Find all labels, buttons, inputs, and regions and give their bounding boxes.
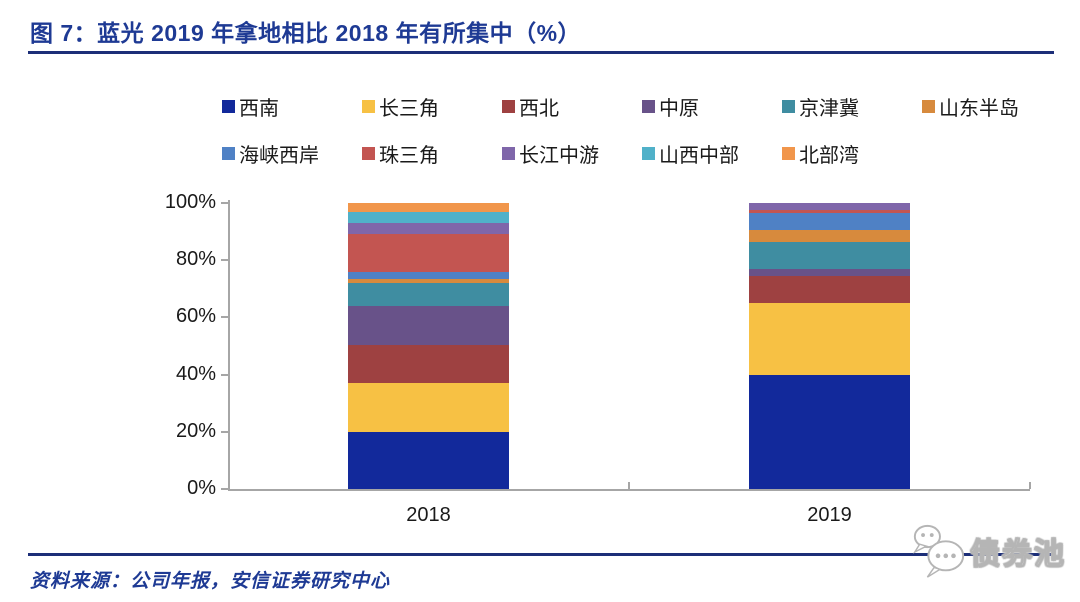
legend-row-2: 海峡西岸 珠三角 长江中游 山西中部 北部湾 [222,139,1052,168]
legend-swatch-icon [502,147,515,160]
legend-item: 西北 [502,92,642,121]
bar-segment [348,211,509,224]
legend-label: 长江中游 [519,145,599,167]
legend-label: 北部湾 [799,145,859,167]
legend-swatch-icon [222,100,235,113]
legend-swatch-icon [642,100,655,113]
bar-segment [348,344,509,384]
y-axis-tick-label: 80% [175,248,216,271]
legend-item: 中原 [642,92,782,121]
y-axis-tick [221,202,228,204]
bar-segment [348,271,509,279]
legend-label: 西南 [239,98,279,120]
bar-segment [749,210,910,213]
legend-swatch-icon [642,147,655,160]
legend-swatch-icon [782,100,795,113]
legend-item: 海峡西岸 [222,139,362,168]
y-axis-tick-label: 20% [175,419,216,442]
legend-swatch-icon [362,147,375,160]
wechat-chat-bubbles-icon [912,524,965,578]
legend-label: 西北 [519,98,559,120]
footer-divider-line [28,553,1054,556]
bar-segment [348,223,509,235]
y-axis-tick [221,430,228,433]
legend-item: 长三角 [362,92,502,121]
figure-title: 图 7：蓝光 2019 年拿地相比 2018 年有所集中（%） [30,20,582,46]
bar-segment [749,374,910,489]
y-axis-tick [221,373,228,376]
bar-segment [348,383,509,432]
bar-segment [749,303,910,375]
legend-label: 珠三角 [379,145,439,167]
y-axis-tick-label: 60% [175,305,216,328]
y-axis-tick [221,259,228,262]
legend-item: 西南 [222,92,362,121]
y-axis-tick-label: 40% [175,362,216,385]
y-axis-line [228,200,230,489]
y-axis-tick [221,488,228,490]
legend-label: 海峡西岸 [239,145,319,167]
bar-segment [749,230,910,242]
y-axis-tick [221,316,228,319]
bar-segment [348,305,509,345]
legend-swatch-icon [502,100,515,113]
y-axis-tick-label: 0% [187,477,216,499]
y-axis-tick-label: 100% [164,191,216,213]
legend-swatch-icon [922,100,935,113]
x-axis-tick [628,482,630,489]
legend-item: 山西中部 [642,139,782,168]
x-axis-category-label: 2018 [406,504,451,526]
watermark-label: 债券池 [969,537,1066,571]
legend-item: 北部湾 [782,139,922,168]
bar-segment [348,234,509,272]
bar-segment [348,283,509,306]
bar-segment [348,431,509,489]
bar-segment [348,203,509,212]
legend-label: 中原 [659,98,699,120]
legend-swatch-icon [362,100,375,113]
watermark: 债券池 [908,522,1066,580]
legend-item: 珠三角 [362,139,502,168]
bar-segment [749,213,910,231]
legend-item: 山东半岛 [922,92,1062,121]
bar-segment [348,278,509,284]
legend-swatch-icon [782,147,795,160]
legend-label: 京津冀 [799,98,859,120]
x-axis-line [228,489,1030,491]
bar-segment [749,203,910,211]
legend-item: 京津冀 [782,92,922,121]
chart-legend: 西南 长三角 西北 中原 京津冀 山东半岛海峡西岸 珠三角 长江中游 山西中部 北部湾 [222,92,1052,186]
legend-label: 山西中部 [659,145,739,167]
title-divider-line [28,51,1054,54]
x-axis-tick [1029,482,1031,489]
legend-row-1: 西南 长三角 西北 中原 京津冀 山东半岛 [222,92,1052,121]
bar-segment [749,268,910,276]
bar-segment [749,241,910,269]
x-axis-category-label: 2019 [807,504,852,526]
legend-item: 长江中游 [502,139,642,168]
source-note: 资料来源：公司年报，安信证券研究中心 [30,571,391,592]
legend-label: 长三角 [379,98,439,120]
bar-segment [749,275,910,304]
legend-label: 山东半岛 [939,98,1019,120]
legend-swatch-icon [222,147,235,160]
